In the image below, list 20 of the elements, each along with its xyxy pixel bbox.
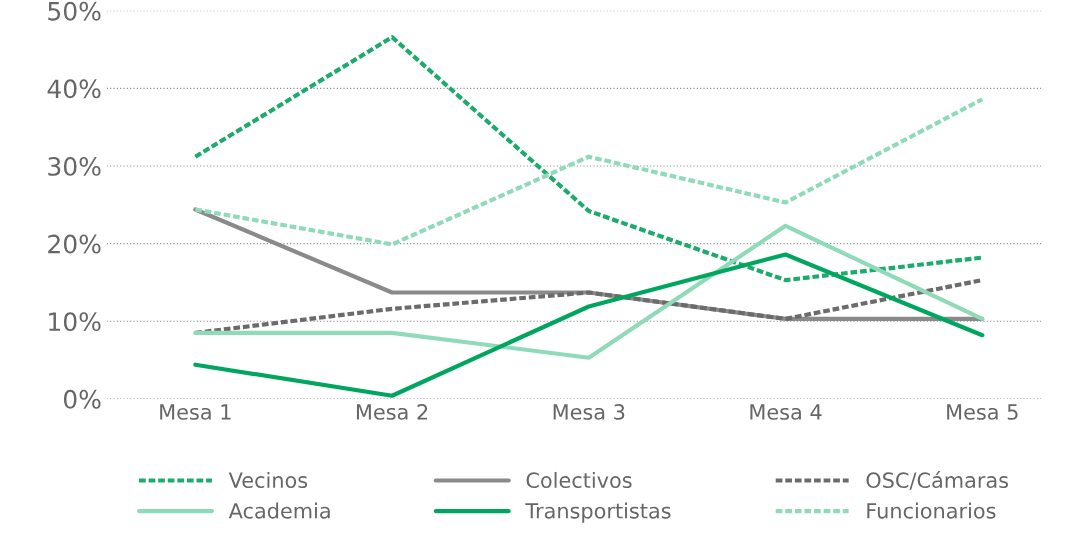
legend-label: Funcionarios <box>867 502 996 519</box>
y-tick-label: 30% <box>48 156 101 176</box>
y-tick-label: 50% <box>48 1 101 21</box>
y-tick-label: 10% <box>49 312 101 332</box>
legend-label: Transportistas <box>525 502 671 523</box>
line-series <box>193 223 985 360</box>
x-tick-label: Mesa 5 <box>947 404 1018 420</box>
x-tick-label: Mesa 2 <box>356 404 428 420</box>
legend-label: Academia <box>228 502 330 519</box>
x-tick-label: Mesa 1 <box>160 404 231 420</box>
legend-label: Vecinos <box>228 471 308 489</box>
legend-label: OSC/Cámaras <box>866 471 1009 490</box>
y-tick-label: 0% <box>63 389 101 409</box>
y-tick-label: 40% <box>47 79 101 99</box>
y-tick-label: 20% <box>48 234 101 254</box>
line-series <box>193 252 985 398</box>
x-tick-label: Mesa 4 <box>750 404 822 420</box>
line-series <box>193 97 985 247</box>
legend-label: Colectivos <box>526 471 632 489</box>
x-tick-label: Mesa 3 <box>553 404 625 420</box>
